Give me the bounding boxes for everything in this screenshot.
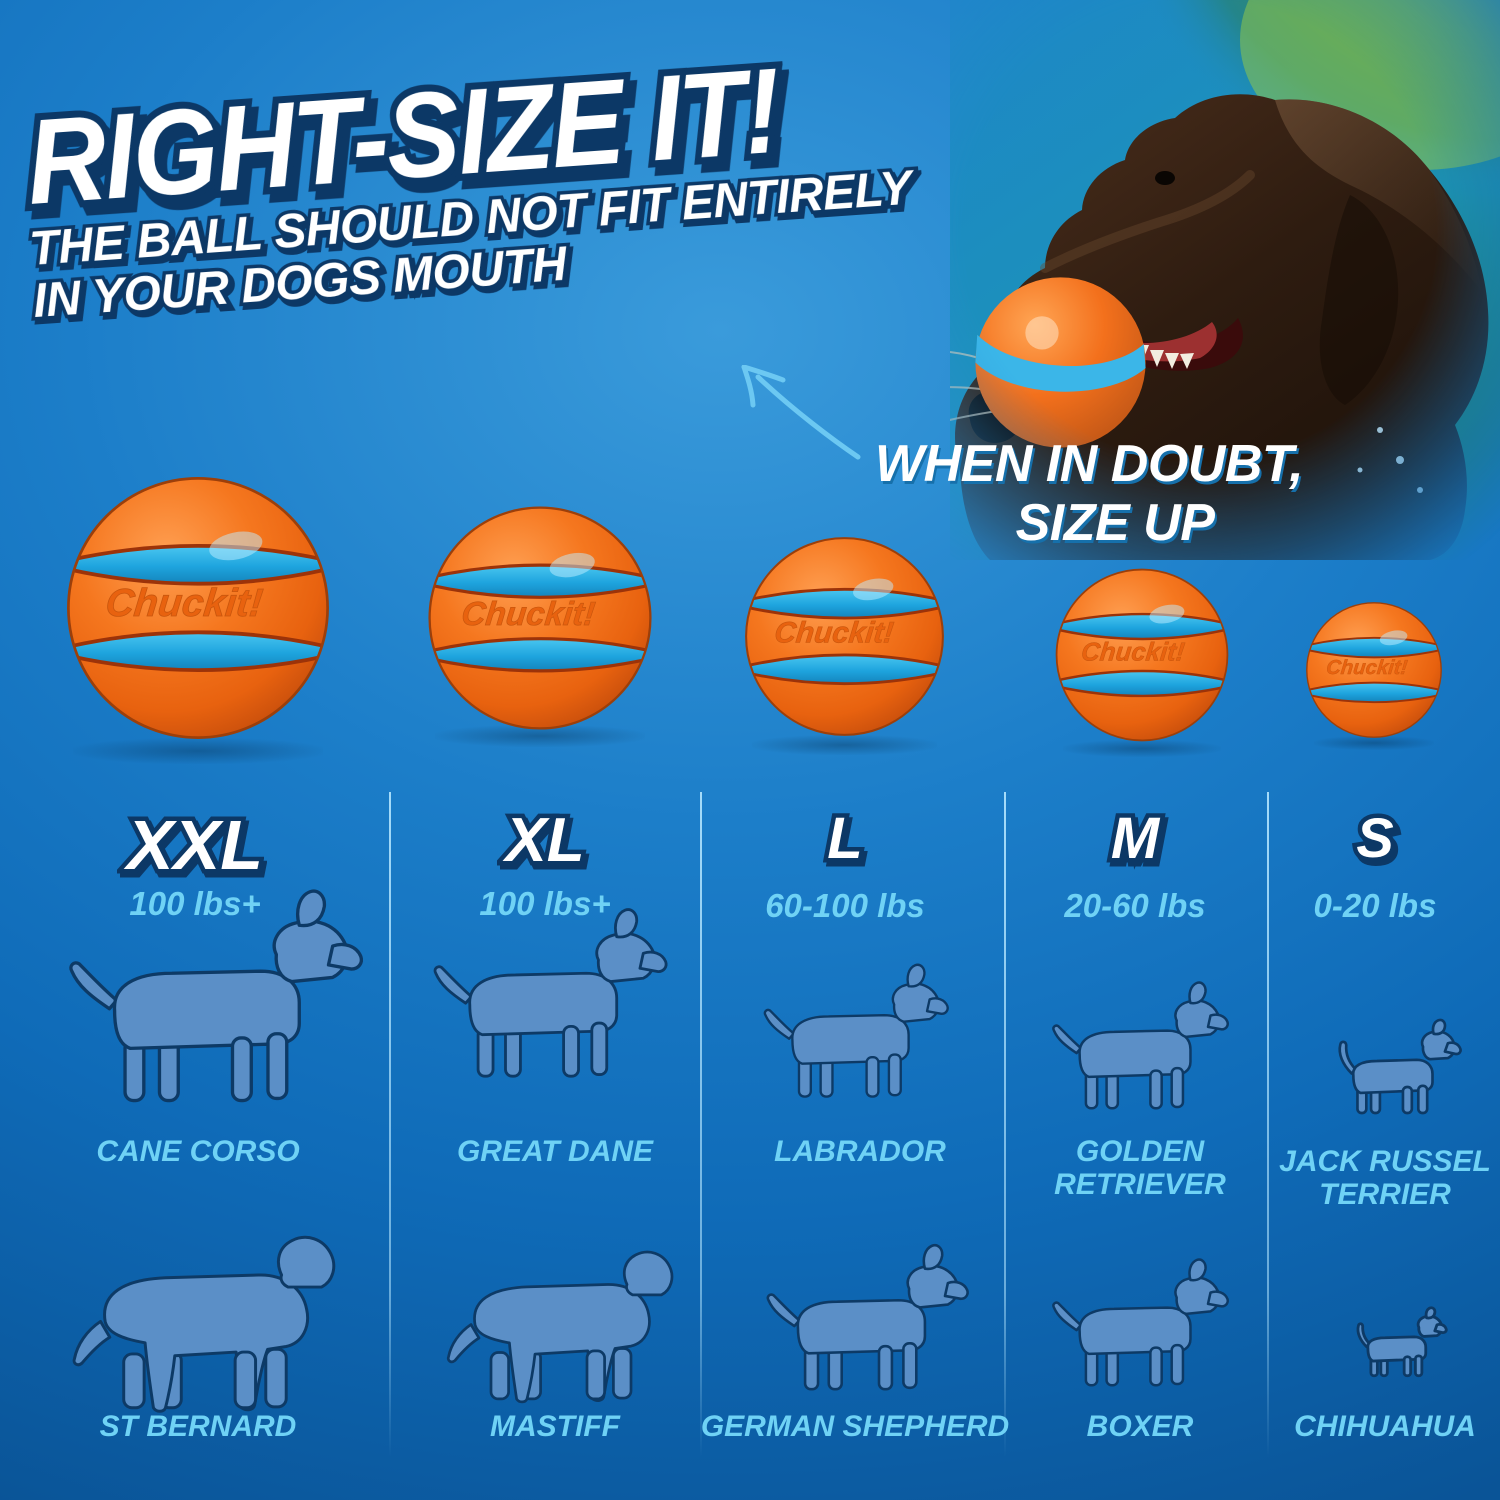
svg-text:Chuckit!: Chuckit! <box>773 617 895 650</box>
svg-text:Chuckit!: Chuckit! <box>104 581 265 625</box>
svg-text:Chuckit!: Chuckit! <box>460 596 597 633</box>
svg-text:Chuckit!: Chuckit! <box>1080 638 1187 666</box>
svg-text:Chuckit!: Chuckit! <box>1325 657 1409 679</box>
